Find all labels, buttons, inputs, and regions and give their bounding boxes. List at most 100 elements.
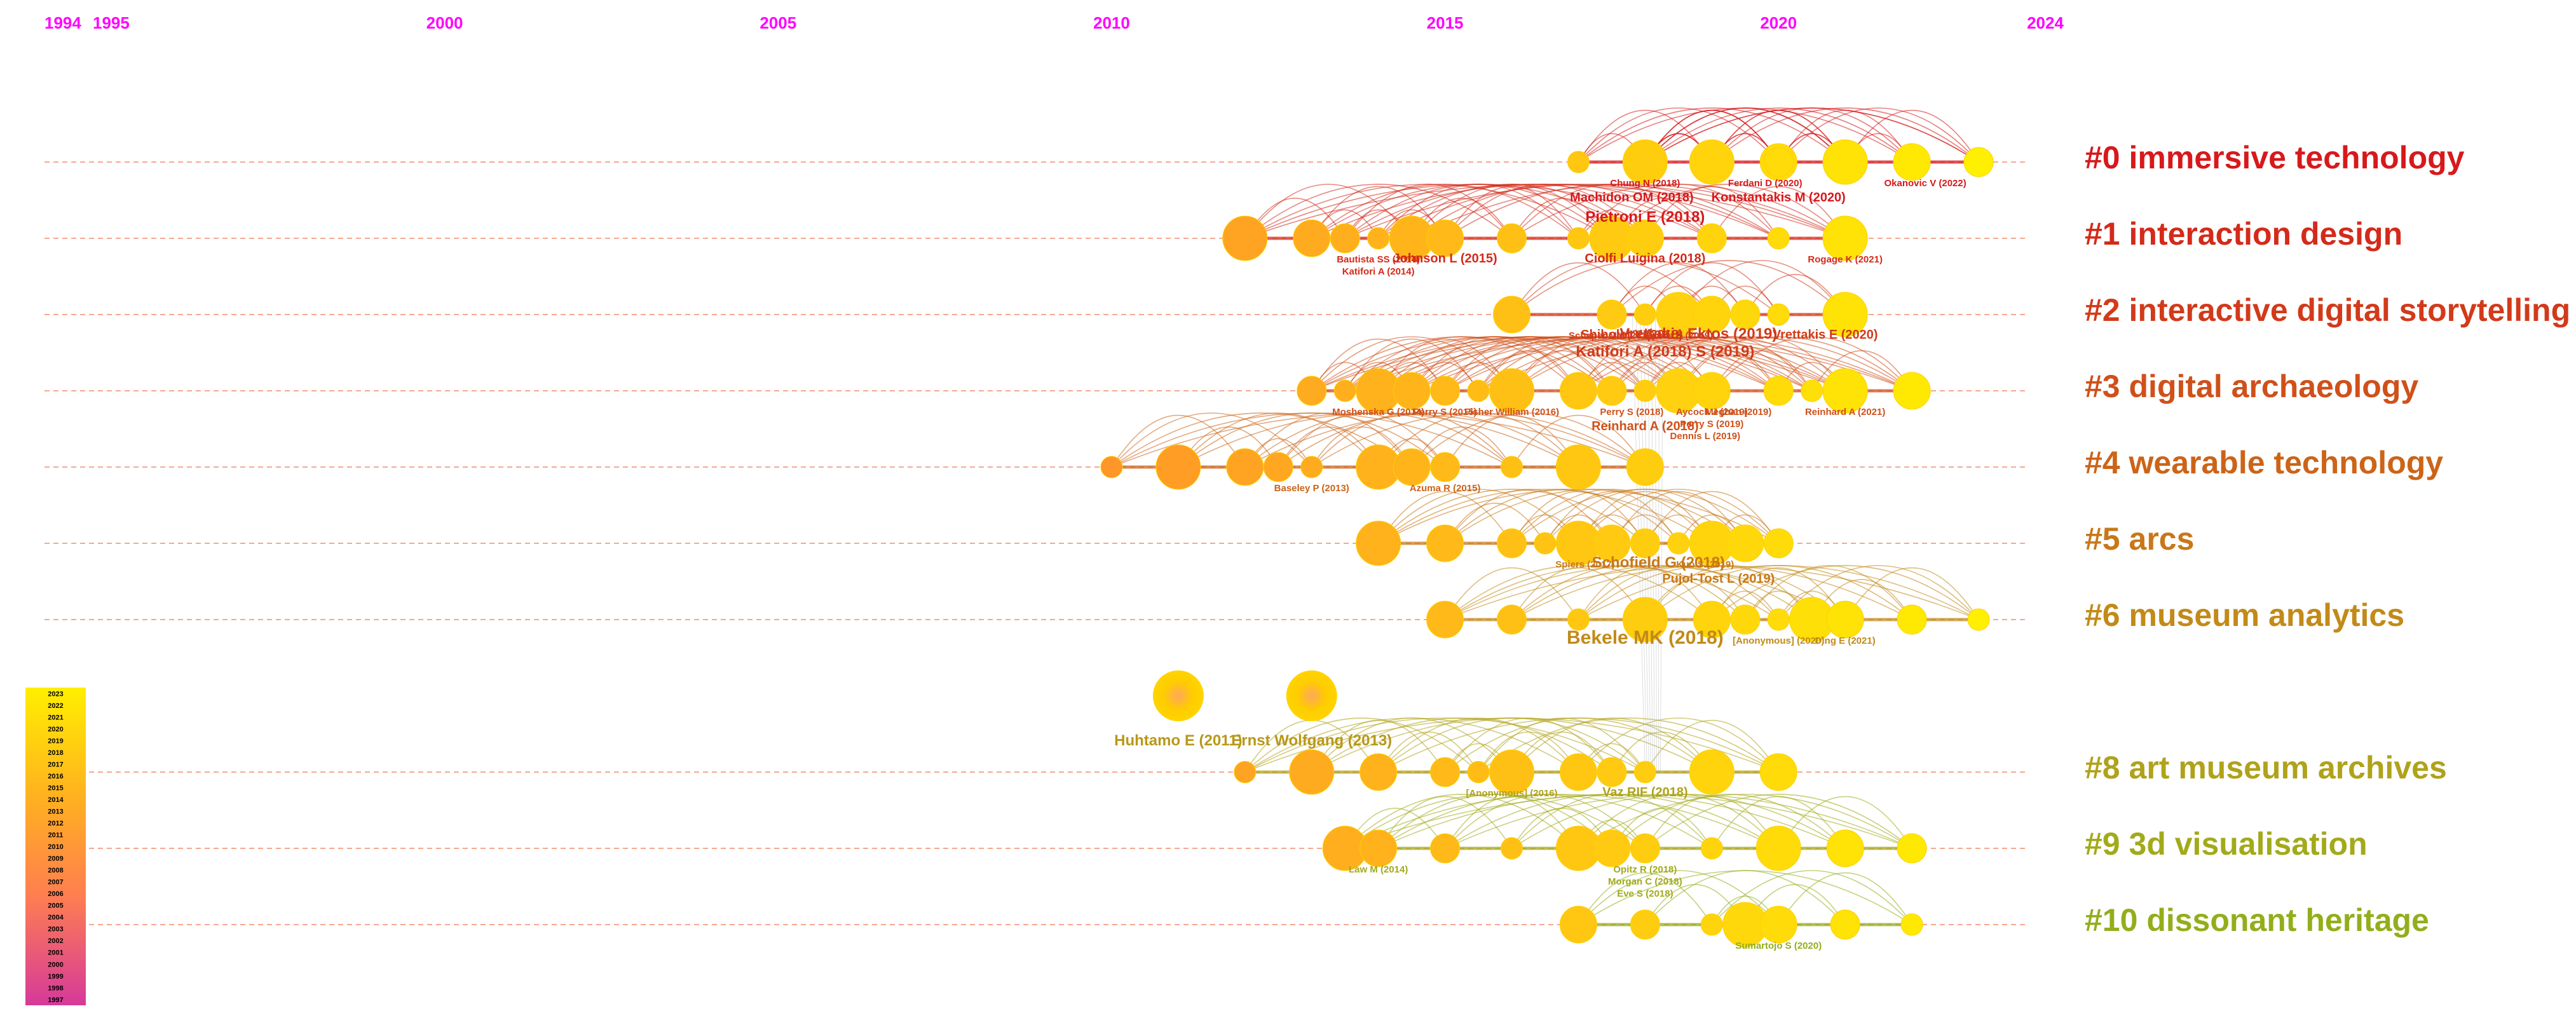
reference-node[interactable]: [1489, 368, 1535, 414]
reference-node[interactable]: [1897, 604, 1927, 635]
legend-year-1998: 1998: [48, 984, 63, 992]
reference-node[interactable]: [1293, 219, 1331, 257]
reference-node[interactable]: [1826, 829, 1864, 867]
reference-node[interactable]: [1360, 829, 1398, 867]
reference-node[interactable]: [1430, 833, 1461, 864]
reference-node[interactable]: [1822, 368, 1868, 414]
reference-node[interactable]: [1497, 604, 1527, 635]
reference-node[interactable]: [1763, 528, 1794, 559]
reference-node[interactable]: [1501, 456, 1523, 479]
reference-node[interactable]: [1330, 223, 1360, 254]
reference-node[interactable]: [1630, 528, 1660, 559]
reference-node[interactable]: [1726, 524, 1764, 562]
reference-node[interactable]: [1667, 532, 1690, 555]
reference-node[interactable]: [1755, 825, 1801, 871]
reference-node[interactable]: [1967, 608, 1990, 631]
reference-node[interactable]: [1559, 906, 1597, 944]
reference-node[interactable]: [1633, 379, 1656, 402]
node-label: Vrettakis E (2020): [1773, 328, 1878, 342]
reference-node[interactable]: [1430, 376, 1461, 406]
reference-node[interactable]: [1900, 913, 1923, 936]
reference-node[interactable]: [1893, 143, 1931, 181]
reference-node[interactable]: [1759, 906, 1797, 944]
node-label: Okanovic V (2022): [1884, 178, 1966, 189]
node-labels: Chung N (2018) Ferdani D (2020) Okanovic V…: [1114, 178, 1966, 951]
reference-node[interactable]: [1730, 299, 1761, 330]
reference-node[interactable]: [1559, 372, 1597, 410]
reference-node[interactable]: [1567, 608, 1590, 631]
reference-node[interactable]: [1626, 448, 1664, 486]
reference-node[interactable]: [1767, 303, 1790, 326]
reference-node[interactable]: [1222, 215, 1268, 261]
reference-node[interactable]: [1286, 670, 1337, 721]
reference-node[interactable]: [1333, 379, 1356, 402]
reference-node[interactable]: [1226, 448, 1264, 486]
reference-node[interactable]: [1534, 532, 1557, 555]
reference-node[interactable]: [1730, 604, 1761, 635]
reference-node[interactable]: [1393, 448, 1431, 486]
reference-node[interactable]: [1489, 749, 1535, 795]
reference-node[interactable]: [1763, 147, 1794, 177]
reference-node[interactable]: [1767, 227, 1790, 250]
reference-node[interactable]: [1367, 227, 1390, 250]
node-label: Aycock J (2019): [1676, 407, 1748, 417]
reference-node[interactable]: [1897, 833, 1927, 864]
reference-node[interactable]: [1822, 215, 1868, 261]
reference-node[interactable]: [1801, 379, 1823, 402]
reference-node[interactable]: [1555, 444, 1601, 490]
reference-node[interactable]: [1300, 456, 1323, 479]
reference-node[interactable]: [1826, 601, 1864, 639]
reference-node[interactable]: [1597, 299, 1627, 330]
reference-node[interactable]: [1633, 303, 1656, 326]
reference-node[interactable]: [1700, 913, 1723, 936]
reference-node[interactable]: [1696, 223, 1727, 254]
reference-node[interactable]: [1559, 753, 1597, 791]
reference-node[interactable]: [1100, 456, 1123, 479]
reference-node[interactable]: [1622, 597, 1668, 642]
node-label: Ernst Wolfgang (2013): [1231, 732, 1392, 749]
reference-node[interactable]: [1152, 670, 1204, 721]
reference-node[interactable]: [1630, 909, 1660, 940]
reference-node[interactable]: [1289, 749, 1335, 795]
reference-node[interactable]: [1630, 147, 1660, 177]
reference-node[interactable]: [1497, 223, 1527, 254]
reference-node[interactable]: [1693, 372, 1731, 410]
reference-node[interactable]: [1593, 829, 1631, 867]
reference-node[interactable]: [1597, 376, 1627, 406]
reference-node[interactable]: [1426, 524, 1464, 562]
reference-node[interactable]: [1700, 837, 1723, 860]
reference-node[interactable]: [1567, 227, 1590, 250]
reference-node[interactable]: [1297, 376, 1327, 406]
reference-node[interactable]: [1356, 520, 1401, 566]
reference-node[interactable]: [1467, 379, 1490, 402]
reference-node[interactable]: [1893, 372, 1931, 410]
reference-node[interactable]: [1467, 761, 1490, 784]
reference-node[interactable]: [1155, 444, 1201, 490]
reference-node[interactable]: [1493, 295, 1531, 334]
reference-node[interactable]: [1689, 139, 1734, 185]
reference-node[interactable]: [1263, 452, 1293, 482]
reference-node[interactable]: [1360, 753, 1398, 791]
reference-node[interactable]: [1393, 372, 1431, 410]
reference-node[interactable]: [1497, 528, 1527, 559]
reference-node[interactable]: [1689, 749, 1734, 795]
reference-node[interactable]: [1963, 147, 1994, 177]
reference-node[interactable]: [1759, 753, 1797, 791]
reference-node[interactable]: [1822, 292, 1868, 337]
reference-node[interactable]: [1626, 219, 1664, 257]
reference-node[interactable]: [1426, 219, 1464, 257]
reference-node[interactable]: [1426, 601, 1464, 639]
reference-node[interactable]: [1430, 757, 1461, 787]
reference-node[interactable]: [1630, 833, 1660, 864]
reference-node[interactable]: [1234, 761, 1257, 784]
reference-node[interactable]: [1430, 452, 1461, 482]
reference-node[interactable]: [1501, 837, 1523, 860]
reference-node[interactable]: [1767, 608, 1790, 631]
reference-node[interactable]: [1597, 757, 1627, 787]
arc-6: [1844, 567, 1979, 620]
reference-node[interactable]: [1633, 761, 1656, 784]
reference-node[interactable]: [1567, 151, 1590, 173]
reference-node[interactable]: [1763, 376, 1794, 406]
reference-node[interactable]: [1830, 909, 1860, 940]
reference-node[interactable]: [1822, 139, 1868, 185]
